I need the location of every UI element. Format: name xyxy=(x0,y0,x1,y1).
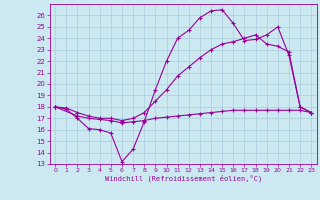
X-axis label: Windchill (Refroidissement éolien,°C): Windchill (Refroidissement éolien,°C) xyxy=(105,175,262,182)
